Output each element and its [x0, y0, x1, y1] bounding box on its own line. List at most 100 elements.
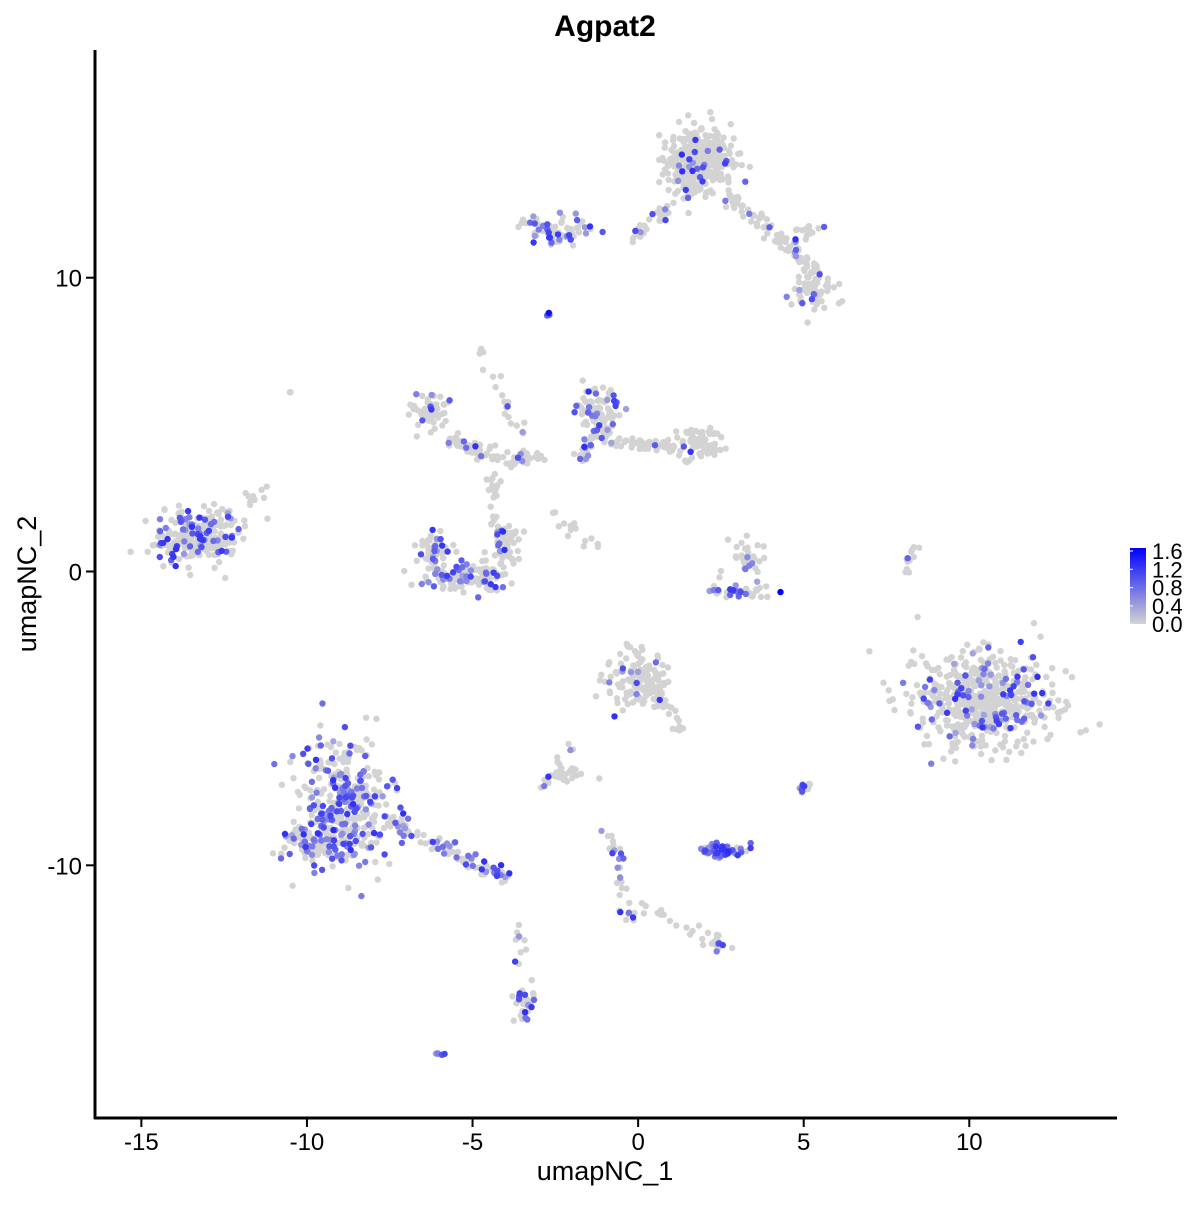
- cell-point-expressing: [184, 507, 192, 515]
- cell-point: [479, 366, 487, 373]
- cell-point-expressing: [309, 843, 316, 850]
- cell-point: [482, 557, 489, 564]
- cell-point-expressing: [689, 167, 696, 175]
- cell-point: [541, 456, 548, 464]
- cell-point: [757, 593, 765, 601]
- cell-point: [716, 176, 724, 184]
- cell-point: [1043, 673, 1050, 681]
- cell-point-expressing: [946, 733, 953, 740]
- cell-point: [208, 513, 215, 520]
- cell-point: [992, 747, 999, 754]
- cell-point: [724, 536, 732, 543]
- cell-point-expressing: [928, 760, 935, 767]
- cell-point: [641, 671, 648, 679]
- cell-point-expressing: [1031, 690, 1038, 697]
- cell-point: [451, 583, 458, 590]
- cell-point: [522, 946, 530, 953]
- cell-point-expressing: [620, 855, 627, 862]
- cell-point-expressing: [546, 234, 553, 241]
- cell-point-expressing: [281, 830, 289, 838]
- cell-point-expressing: [515, 933, 523, 940]
- points-layer: [127, 109, 1103, 1059]
- cell-point: [497, 373, 504, 380]
- cell-point: [437, 393, 444, 400]
- cell-point-expressing: [362, 806, 370, 813]
- cell-point-expressing: [319, 700, 326, 707]
- cell-point-expressing: [347, 846, 354, 854]
- cell-point: [596, 405, 604, 412]
- cell-point-expressing: [998, 710, 1006, 717]
- cell-point: [717, 156, 725, 163]
- cell-point: [923, 732, 931, 740]
- cell-point: [903, 690, 910, 698]
- cell-point: [716, 574, 723, 581]
- cell-point-expressing: [477, 452, 485, 460]
- cell-point-expressing: [687, 448, 694, 455]
- cell-point-expressing: [556, 209, 564, 216]
- cell-point: [1049, 681, 1056, 688]
- cell-point: [815, 225, 822, 232]
- cell-point: [521, 937, 528, 944]
- cell-point-expressing: [704, 147, 711, 155]
- cell-point: [583, 399, 590, 406]
- legend-colorbar: [1130, 548, 1146, 624]
- cell-point: [609, 838, 617, 845]
- cell-point: [669, 445, 676, 452]
- cell-point: [405, 411, 412, 418]
- cell-point-expressing: [609, 850, 616, 857]
- cell-point: [704, 929, 712, 936]
- cell-point: [373, 715, 380, 722]
- cell-point: [686, 931, 694, 938]
- cell-point: [711, 147, 718, 155]
- cell-point-expressing: [1037, 712, 1045, 719]
- cell-point-expressing: [318, 810, 325, 817]
- cell-point-expressing: [494, 867, 501, 874]
- cell-point: [606, 659, 613, 666]
- cell-point: [490, 494, 497, 501]
- x-ticks: -15 -10 -5 0 5 10: [124, 1118, 983, 1156]
- cell-point: [278, 781, 286, 789]
- cell-point: [977, 750, 985, 758]
- cell-point: [220, 522, 228, 530]
- cell-point-expressing: [742, 565, 749, 573]
- cell-point-expressing: [308, 820, 315, 828]
- cell-point: [260, 494, 268, 501]
- cell-point: [425, 412, 433, 420]
- cell-point-expressing: [519, 428, 526, 436]
- cell-point-expressing: [194, 548, 202, 555]
- cell-point: [665, 186, 672, 194]
- cell-point: [619, 678, 627, 685]
- cell-point: [613, 695, 621, 702]
- cell-point: [374, 876, 381, 883]
- cell-point: [959, 647, 966, 655]
- cell-point-expressing: [318, 837, 325, 844]
- cell-point-expressing: [367, 844, 375, 851]
- cell-point-expressing: [544, 221, 551, 228]
- cell-point-expressing: [195, 525, 202, 532]
- cell-point: [324, 741, 331, 748]
- cell-point: [361, 813, 368, 821]
- cell-point: [1077, 729, 1084, 736]
- cell-point: [627, 688, 634, 695]
- cell-point: [1049, 689, 1056, 696]
- cell-point: [1031, 715, 1039, 723]
- cell-point: [673, 714, 681, 721]
- cell-point: [660, 670, 667, 677]
- cell-point-expressing: [609, 420, 616, 428]
- cell-point: [175, 502, 183, 509]
- cell-point: [804, 263, 811, 270]
- cell-point: [1057, 708, 1065, 715]
- cell-point: [944, 717, 951, 724]
- cell-point: [1008, 705, 1015, 712]
- y-ticks: -10 0 10: [47, 266, 95, 880]
- cell-point: [599, 397, 606, 404]
- cell-point: [508, 532, 515, 540]
- cell-point-expressing: [604, 426, 611, 434]
- cell-point: [922, 660, 930, 667]
- cell-point-expressing: [310, 836, 317, 843]
- cell-point-expressing: [417, 551, 425, 558]
- cell-point-expressing: [362, 858, 369, 866]
- cell-point-expressing: [691, 148, 698, 156]
- cell-point-expressing: [347, 833, 354, 840]
- cell-point-expressing: [604, 396, 611, 404]
